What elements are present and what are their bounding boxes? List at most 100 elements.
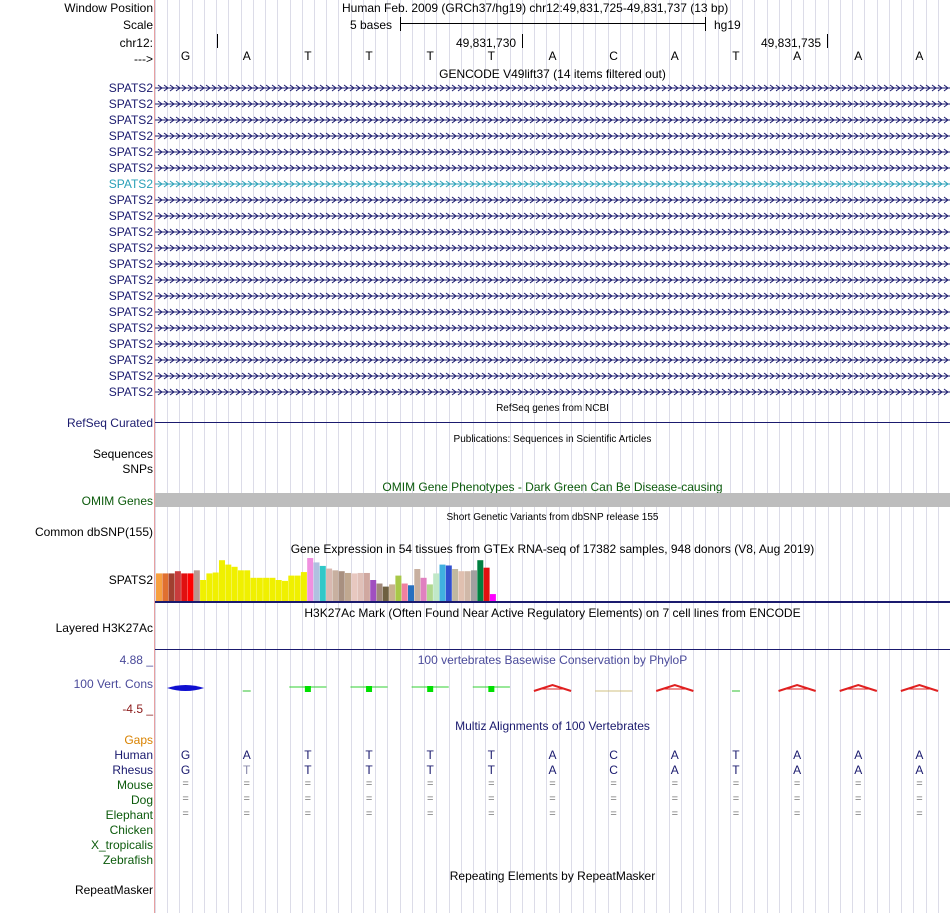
- repeatmasker-label[interactable]: RepeatMasker: [74, 883, 153, 897]
- gencode-gene-label[interactable]: SPATS2: [108, 241, 153, 255]
- gtex-tissue-bar[interactable]: [313, 562, 320, 602]
- gencode-gene-label[interactable]: SPATS2: [108, 161, 153, 175]
- publications-title[interactable]: Publications: Sequences in Scientific Ar…: [453, 434, 652, 445]
- gtex-tissue-bar[interactable]: [477, 560, 484, 602]
- gencode-gene-label[interactable]: SPATS2: [108, 305, 153, 319]
- gtex-title[interactable]: Gene Expression in 54 tissues from GTEx …: [290, 542, 815, 556]
- gtex-tissue-bar[interactable]: [168, 573, 175, 602]
- gtex-tissue-bar[interactable]: [363, 572, 370, 602]
- gencode-transcript[interactable]: [155, 387, 950, 397]
- gtex-tissue-bar[interactable]: [187, 573, 194, 602]
- gencode-gene-label[interactable]: SPATS2: [108, 337, 153, 351]
- gencode-transcript[interactable]: [155, 163, 950, 173]
- gencode-transcript[interactable]: [155, 339, 950, 349]
- publications-snps-label[interactable]: SNPs: [122, 462, 153, 476]
- dbsnp-label[interactable]: Common dbSNP(155): [34, 525, 153, 539]
- gencode-transcript[interactable]: [155, 131, 950, 141]
- gtex-tissue-bar[interactable]: [351, 573, 358, 602]
- gtex-tissue-bar[interactable]: [471, 570, 477, 602]
- gencode-transcript[interactable]: [155, 355, 950, 365]
- h3k27ac-title[interactable]: H3K27Ac Mark (Often Found Near Active Re…: [304, 606, 801, 620]
- gencode-transcript[interactable]: [155, 307, 950, 317]
- gtex-tissue-bar[interactable]: [288, 575, 295, 602]
- gtex-tissue-bar[interactable]: [464, 571, 471, 602]
- gtex-tissue-bar[interactable]: [439, 564, 446, 602]
- gtex-tissue-bar[interactable]: [244, 570, 251, 602]
- gtex-tissue-bar[interactable]: [307, 558, 314, 602]
- gencode-gene-label[interactable]: SPATS2: [108, 145, 153, 159]
- multiz-title[interactable]: Multiz Alignments of 100 Vertebrates: [455, 719, 650, 733]
- gencode-transcript[interactable]: [155, 115, 950, 125]
- gtex-tissue-bar[interactable]: [300, 572, 307, 602]
- gtex-tissue-bar[interactable]: [395, 575, 402, 602]
- gencode-gene-label[interactable]: SPATS2: [108, 225, 153, 239]
- gencode-gene-label[interactable]: SPATS2: [108, 97, 153, 111]
- gencode-gene-label[interactable]: SPATS2: [108, 193, 153, 207]
- multiz-species-x-tropicalis[interactable]: X_tropicalis: [90, 838, 153, 852]
- phylop-title[interactable]: 100 vertebrates Basewise Conservation by…: [417, 653, 688, 667]
- gtex-tissue-bar[interactable]: [401, 583, 408, 602]
- gtex-tissue-bar[interactable]: [357, 572, 364, 602]
- gtex-label[interactable]: SPATS2: [108, 573, 153, 587]
- gencode-transcript[interactable]: [155, 243, 950, 253]
- gtex-tissue-bar[interactable]: [212, 572, 219, 602]
- refseq-title[interactable]: RefSeq genes from NCBI: [496, 403, 609, 414]
- gtex-tissue-bar[interactable]: [332, 570, 339, 602]
- omim-title[interactable]: OMIM Gene Phenotypes - Dark Green Can Be…: [382, 480, 723, 494]
- multiz-species-rhesus[interactable]: Rhesus: [112, 763, 153, 777]
- gencode-gene-label[interactable]: SPATS2: [108, 129, 153, 143]
- gencode-gene-label[interactable]: SPATS2: [108, 321, 153, 335]
- gtex-tissue-bar[interactable]: [389, 584, 396, 602]
- gencode-transcript[interactable]: [155, 323, 950, 333]
- gtex-tissue-bar[interactable]: [414, 569, 421, 602]
- gtex-tissue-bar[interactable]: [200, 580, 207, 602]
- gtex-tissue-bar[interactable]: [156, 573, 162, 602]
- gencode-transcript[interactable]: [155, 195, 950, 205]
- gencode-gene-label[interactable]: SPATS2: [108, 81, 153, 95]
- gtex-tissue-bar[interactable]: [174, 571, 181, 602]
- gencode-transcript[interactable]: [155, 227, 950, 237]
- gtex-tissue-bar[interactable]: [408, 585, 414, 602]
- gtex-tissue-bar[interactable]: [452, 569, 459, 602]
- phylop-chart[interactable]: [155, 660, 950, 715]
- gencode-gene-label[interactable]: SPATS2: [108, 273, 153, 287]
- repeatmasker-title[interactable]: Repeating Elements by RepeatMasker: [449, 869, 656, 883]
- gtex-tissue-bar[interactable]: [263, 577, 270, 602]
- gtex-tissue-bar[interactable]: [294, 575, 301, 602]
- gencode-title[interactable]: GENCODE V49lift37 (14 items filtered out…: [439, 67, 666, 81]
- multiz-species-mouse[interactable]: Mouse: [116, 778, 153, 792]
- gencode-transcript[interactable]: [155, 211, 950, 221]
- gtex-tissue-bar[interactable]: [231, 566, 238, 602]
- gtex-tissue-bar[interactable]: [219, 560, 225, 602]
- dbsnp-title[interactable]: Short Genetic Variants from dbSNP releas…: [446, 512, 659, 523]
- multiz-species-elephant[interactable]: Elephant: [105, 808, 153, 822]
- gtex-tissue-bar[interactable]: [275, 580, 282, 602]
- gencode-gene-label[interactable]: SPATS2: [108, 209, 153, 223]
- gtex-tissue-bar[interactable]: [420, 577, 427, 602]
- gtex-tissue-bar[interactable]: [376, 583, 383, 602]
- gencode-transcript[interactable]: [155, 291, 950, 301]
- publications-sequences-label[interactable]: Sequences: [92, 447, 153, 461]
- gencode-transcript[interactable]: [155, 275, 950, 285]
- gencode-transcript[interactable]: [155, 179, 950, 189]
- gencode-gene-label[interactable]: SPATS2: [108, 113, 153, 127]
- gtex-tissue-bar[interactable]: [256, 577, 263, 602]
- gtex-tissue-bar[interactable]: [225, 564, 232, 602]
- gencode-gene-label[interactable]: SPATS2: [108, 385, 153, 399]
- gtex-tissue-bar[interactable]: [269, 577, 276, 602]
- gtex-tissue-bar[interactable]: [445, 565, 452, 602]
- gtex-tissue-bar[interactable]: [162, 573, 169, 602]
- gencode-transcript[interactable]: [155, 99, 950, 109]
- gencode-transcript[interactable]: [155, 147, 950, 157]
- gtex-tissue-bar[interactable]: [206, 573, 213, 602]
- refseq-label[interactable]: RefSeq Curated: [66, 416, 153, 430]
- omim-label[interactable]: OMIM Genes: [81, 494, 153, 508]
- multiz-species-zebrafish[interactable]: Zebrafish: [102, 853, 153, 867]
- multiz-species-gaps[interactable]: Gaps: [124, 733, 153, 747]
- gtex-tissue-bar[interactable]: [489, 594, 496, 602]
- gencode-gene-label[interactable]: SPATS2: [108, 369, 153, 383]
- gencode-gene-label[interactable]: SPATS2: [108, 257, 153, 271]
- gtex-tissue-bar[interactable]: [370, 580, 377, 602]
- gtex-tissue-bar[interactable]: [338, 571, 345, 602]
- multiz-species-chicken[interactable]: Chicken: [109, 823, 153, 837]
